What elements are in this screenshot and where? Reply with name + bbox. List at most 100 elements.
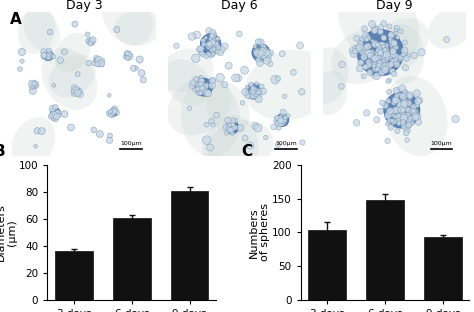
Circle shape xyxy=(399,102,402,105)
Circle shape xyxy=(108,110,115,117)
Circle shape xyxy=(383,46,389,52)
Circle shape xyxy=(393,88,400,94)
Circle shape xyxy=(216,50,220,54)
Circle shape xyxy=(91,127,97,133)
Circle shape xyxy=(94,58,99,62)
Circle shape xyxy=(375,49,382,56)
Ellipse shape xyxy=(114,10,162,46)
Circle shape xyxy=(353,45,357,49)
Circle shape xyxy=(371,62,377,68)
Circle shape xyxy=(401,104,407,110)
Circle shape xyxy=(391,46,395,51)
Circle shape xyxy=(393,62,397,65)
Circle shape xyxy=(278,120,283,125)
Y-axis label: Diameters
(μm): Diameters (μm) xyxy=(0,203,18,261)
Bar xyxy=(424,237,462,300)
Circle shape xyxy=(300,140,305,145)
Circle shape xyxy=(212,47,216,51)
Text: 100μm: 100μm xyxy=(430,141,452,146)
Circle shape xyxy=(373,52,377,57)
Circle shape xyxy=(378,47,384,54)
Circle shape xyxy=(383,54,390,61)
Circle shape xyxy=(297,42,304,49)
Circle shape xyxy=(383,62,390,69)
Circle shape xyxy=(255,39,261,45)
Circle shape xyxy=(246,142,254,149)
Circle shape xyxy=(388,62,394,67)
Circle shape xyxy=(256,91,259,94)
Circle shape xyxy=(411,114,416,118)
Circle shape xyxy=(399,107,405,113)
Circle shape xyxy=(405,106,410,111)
Circle shape xyxy=(399,107,405,114)
Circle shape xyxy=(210,41,215,46)
Circle shape xyxy=(271,76,279,84)
Ellipse shape xyxy=(23,9,60,51)
Circle shape xyxy=(211,52,215,56)
Circle shape xyxy=(106,111,112,116)
Circle shape xyxy=(253,49,257,54)
Circle shape xyxy=(125,53,130,58)
Ellipse shape xyxy=(245,50,336,120)
Circle shape xyxy=(202,43,205,46)
Circle shape xyxy=(87,38,94,44)
Circle shape xyxy=(51,110,57,117)
Circle shape xyxy=(46,54,50,57)
Circle shape xyxy=(376,63,382,68)
Circle shape xyxy=(126,51,131,56)
Circle shape xyxy=(250,92,257,99)
Circle shape xyxy=(398,107,404,113)
Circle shape xyxy=(414,103,419,108)
Circle shape xyxy=(373,41,378,46)
Circle shape xyxy=(383,51,390,58)
Circle shape xyxy=(50,111,57,119)
Circle shape xyxy=(227,127,233,133)
Circle shape xyxy=(394,94,399,98)
Circle shape xyxy=(140,77,146,83)
Circle shape xyxy=(252,123,259,129)
Circle shape xyxy=(369,49,374,55)
Circle shape xyxy=(399,107,404,112)
Circle shape xyxy=(404,56,410,61)
Circle shape xyxy=(401,100,408,107)
Circle shape xyxy=(410,117,414,122)
Circle shape xyxy=(392,96,400,103)
Circle shape xyxy=(357,41,363,47)
Circle shape xyxy=(365,37,369,42)
Circle shape xyxy=(29,84,35,90)
Circle shape xyxy=(251,87,256,92)
Circle shape xyxy=(372,66,378,72)
Circle shape xyxy=(252,89,256,93)
Circle shape xyxy=(393,53,400,60)
Circle shape xyxy=(399,29,403,34)
Circle shape xyxy=(209,41,214,46)
Circle shape xyxy=(46,54,49,58)
Circle shape xyxy=(57,113,61,118)
Circle shape xyxy=(363,64,368,70)
Circle shape xyxy=(365,50,372,56)
Circle shape xyxy=(414,113,421,120)
Circle shape xyxy=(403,130,409,136)
Circle shape xyxy=(202,88,208,93)
Circle shape xyxy=(201,85,206,90)
Circle shape xyxy=(362,45,368,51)
Circle shape xyxy=(391,48,394,51)
Circle shape xyxy=(135,66,138,70)
Circle shape xyxy=(371,55,378,62)
Ellipse shape xyxy=(384,76,447,156)
Circle shape xyxy=(196,86,201,91)
Circle shape xyxy=(393,58,397,62)
Circle shape xyxy=(254,88,257,91)
Circle shape xyxy=(377,29,383,35)
Circle shape xyxy=(125,52,132,59)
Circle shape xyxy=(253,45,257,48)
Circle shape xyxy=(375,50,380,55)
Circle shape xyxy=(279,116,285,123)
Circle shape xyxy=(358,39,364,44)
Circle shape xyxy=(387,118,392,124)
Circle shape xyxy=(52,112,57,117)
Circle shape xyxy=(365,43,371,50)
Circle shape xyxy=(407,54,410,58)
Circle shape xyxy=(379,50,384,55)
Circle shape xyxy=(410,104,417,110)
